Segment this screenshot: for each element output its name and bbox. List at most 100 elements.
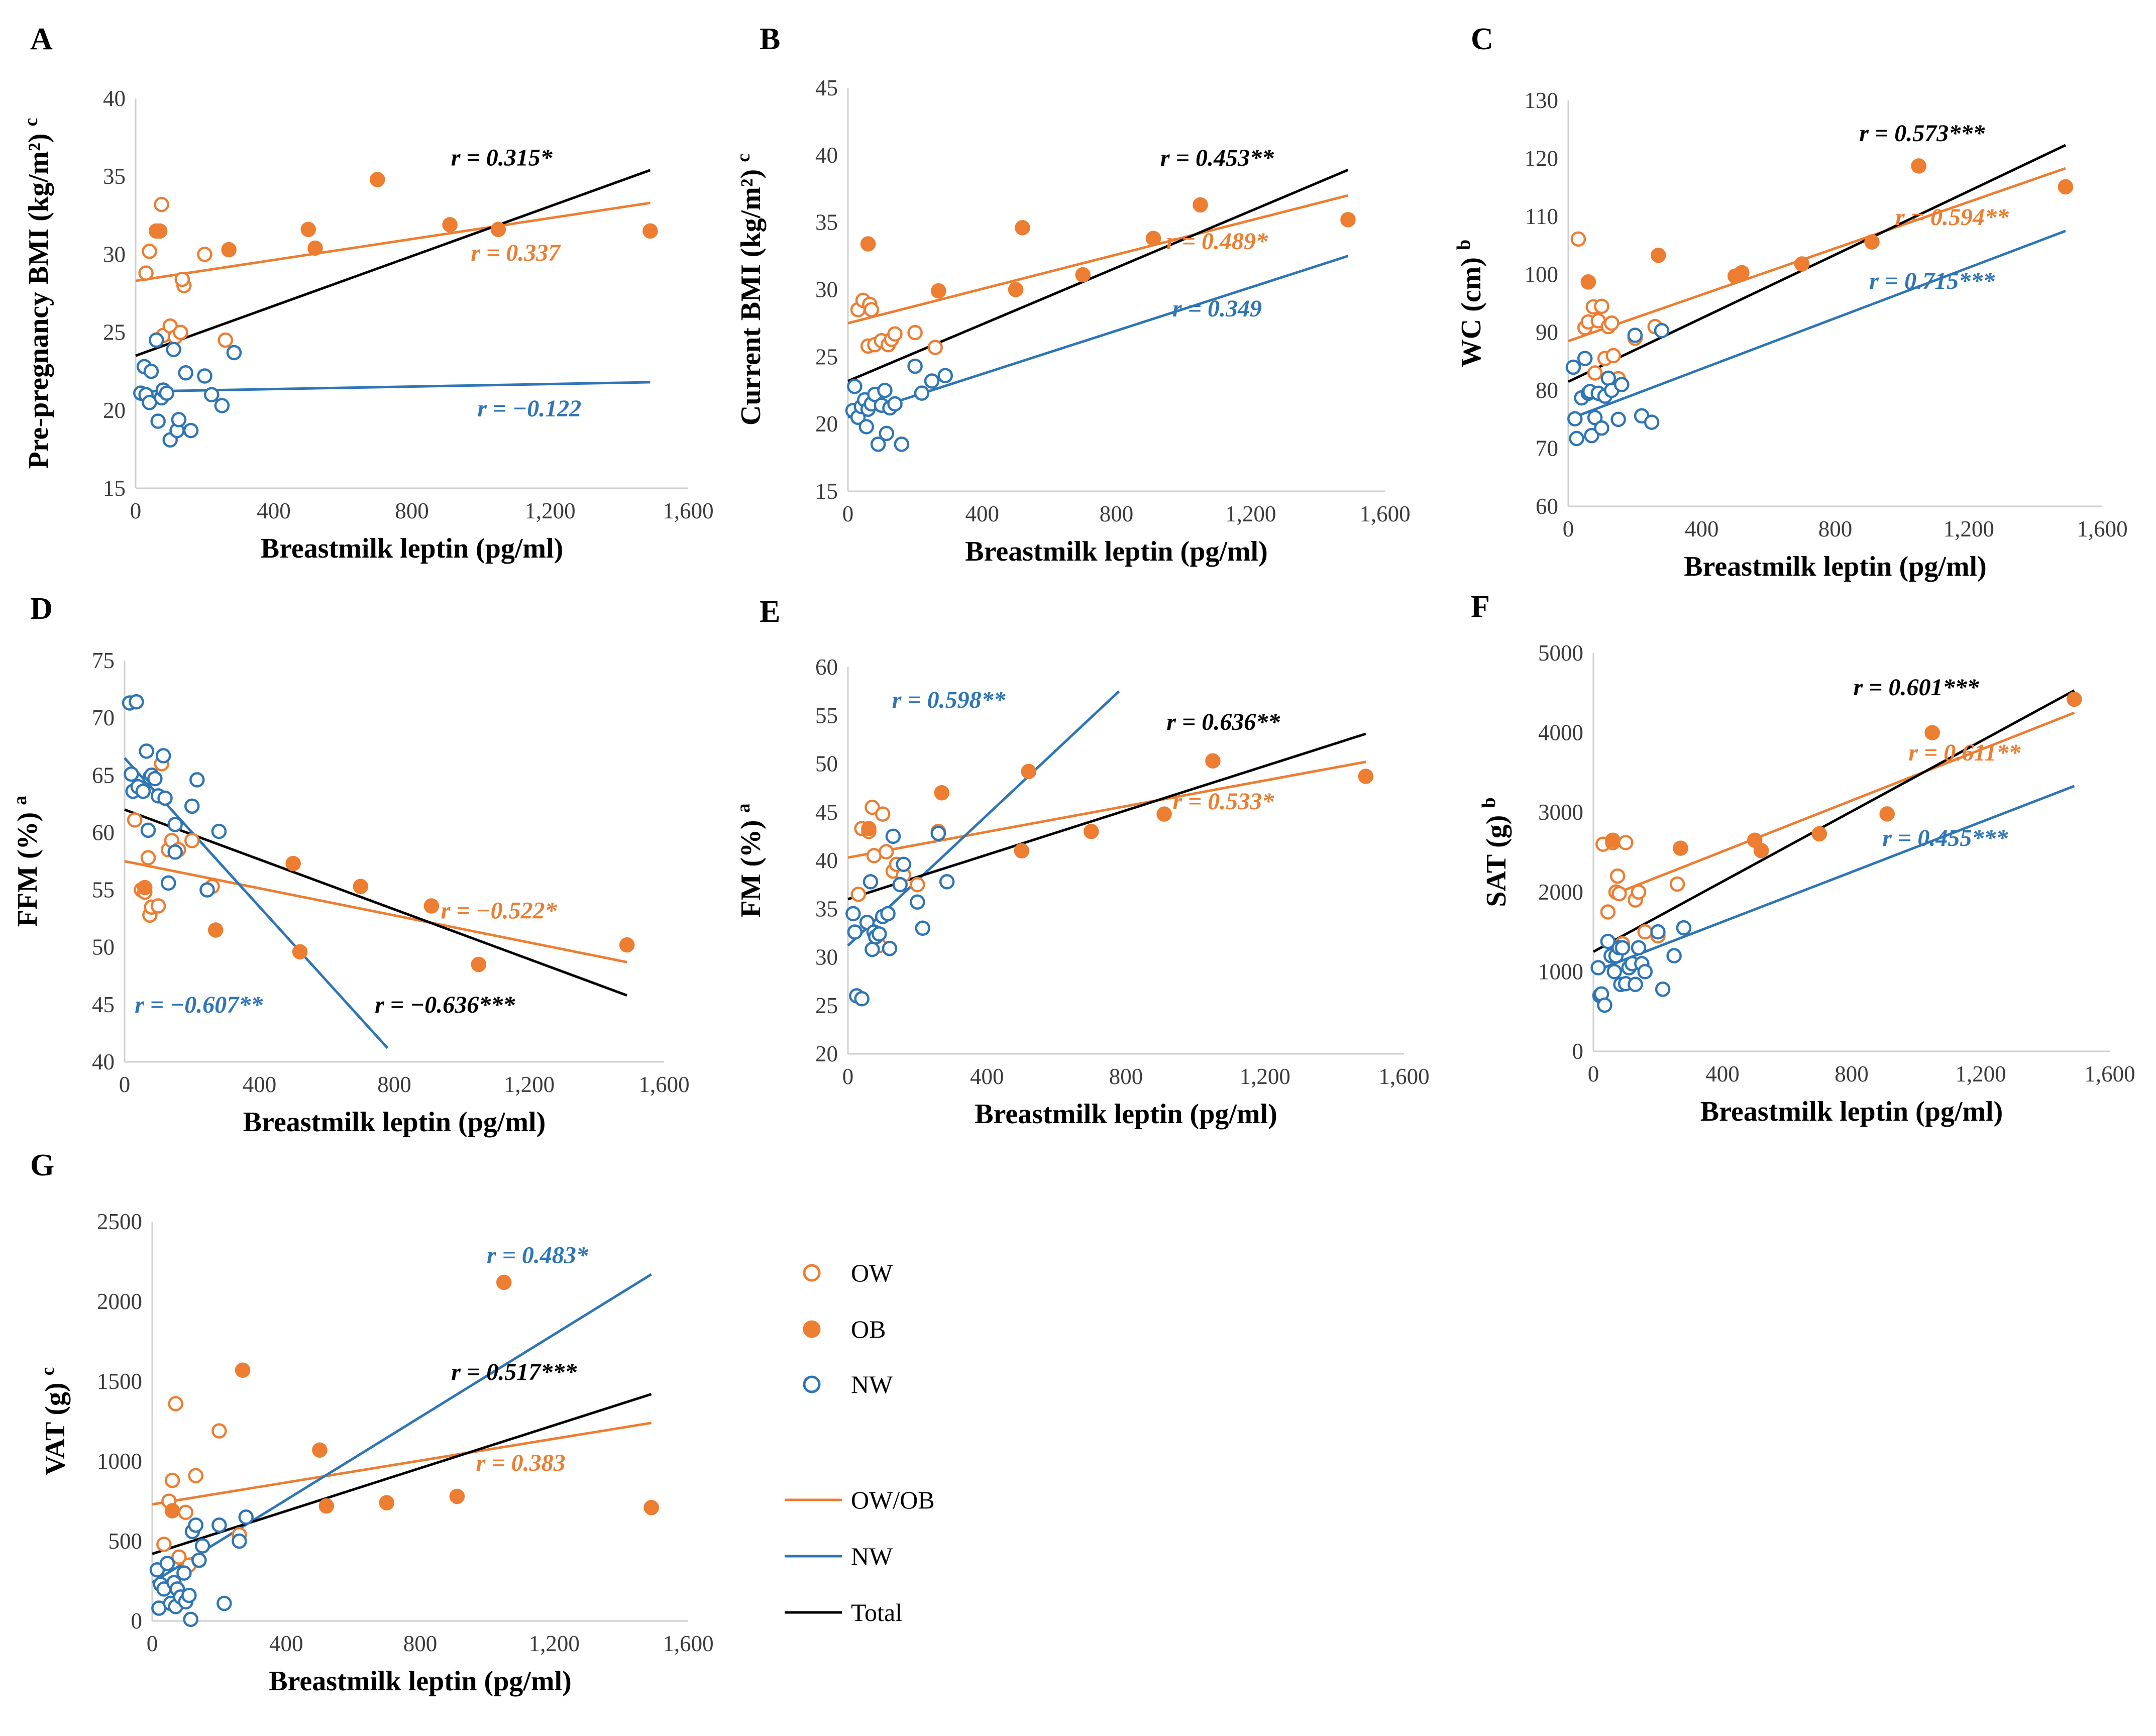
y-tick-label-c: 110: [1525, 204, 1558, 229]
point-ob-a: [152, 223, 168, 239]
x-tick-label-e: 0: [842, 1064, 854, 1089]
point-ow-b: [864, 302, 880, 317]
point-nw-d: [167, 844, 183, 860]
point-ow-a: [174, 271, 190, 287]
point-nw-g: [217, 1595, 232, 1611]
point-nw-b: [894, 437, 910, 452]
point-nw-e: [885, 828, 901, 844]
point-nw-e: [939, 874, 955, 890]
point-nw-e: [882, 940, 898, 956]
point-ow-b: [927, 340, 943, 355]
point-ob-b: [860, 236, 876, 252]
point-nw-e: [915, 920, 931, 936]
fit-line-ow-ob-e: [847, 761, 1366, 859]
point-nw-f: [1606, 964, 1623, 980]
fit-line-ow-ob-a: [135, 201, 651, 282]
x-tick-label-b: 800: [1100, 501, 1134, 526]
point-nw-d: [155, 748, 171, 764]
point-ob-e: [934, 785, 950, 801]
point-ow-g: [188, 1468, 203, 1483]
x-tick-label-e: 1,600: [1378, 1064, 1429, 1089]
fit-line-nw-c: [1568, 230, 2066, 421]
panel-label-g: G: [30, 1148, 54, 1182]
x-tick-label-a: 1,600: [663, 498, 713, 523]
r-label-nw-a: r = −0.122: [477, 395, 581, 422]
point-nw-g: [176, 1565, 192, 1581]
y-tick-label-e: 35: [815, 896, 838, 921]
point-ob-g: [449, 1488, 465, 1504]
r-label-total-d: r = −0.636***: [375, 992, 515, 1018]
point-ow-a: [142, 243, 157, 259]
point-nw-a: [226, 345, 242, 361]
y-tick-label-b: 30: [815, 277, 838, 302]
x-tick-label-e: 400: [970, 1064, 1004, 1089]
point-ow-d: [150, 898, 166, 914]
point-ob-g: [496, 1274, 512, 1290]
point-nw-a: [166, 342, 181, 357]
fit-line-total-e: [847, 732, 1366, 901]
point-nw-c: [1600, 370, 1616, 386]
y-tick-label-g: 2500: [97, 1209, 142, 1234]
point-nw-a: [214, 398, 230, 413]
x-tick-label-c: 400: [1685, 516, 1719, 541]
point-ob-f: [1605, 832, 1621, 848]
point-ow-f: [1609, 868, 1626, 884]
point-nw-e: [892, 877, 908, 893]
point-nw-e: [930, 825, 946, 841]
point-ob-e: [861, 821, 877, 836]
point-nw-d: [129, 694, 144, 710]
point-ob-a: [490, 222, 506, 237]
point-ow-g: [171, 1549, 187, 1565]
fit-line-ow-ob-f: [1609, 711, 2075, 898]
point-ob-b: [1008, 282, 1024, 297]
y-tick-label-g: 0: [131, 1608, 143, 1634]
y-tick-label-a: 15: [103, 476, 126, 501]
point-ob-c: [2058, 179, 2074, 195]
legend-label-ob: OB: [851, 1315, 886, 1343]
point-ow-c: [1604, 315, 1620, 331]
point-nw-c: [1587, 410, 1603, 425]
point-ow-g: [168, 1396, 183, 1412]
legend-label-nw-fit: NW: [851, 1542, 893, 1570]
point-nw-e: [845, 906, 861, 922]
x-tick-label-b: 400: [965, 501, 1000, 526]
point-nw-c: [1569, 430, 1584, 447]
point-nw-a: [171, 412, 187, 427]
panel-e: E 20 25 30 35 40 45 50 55 60 0 400 800 1,200 1,600 Brea…: [733, 595, 1430, 1130]
fit-line-nw-f: [1593, 785, 2075, 973]
y-tick-label-f: 5000: [1538, 640, 1583, 666]
point-ob-d: [137, 880, 153, 896]
point-ow-e: [865, 799, 880, 815]
panel-f: F 0 1000 2000 3000 4000 5000 0 400 800 1,200 1,600 B…: [1471, 590, 2135, 1127]
point-ob-b: [1340, 212, 1356, 228]
x-axis-title-g: Breastmilk leptin (pg/ml): [269, 1666, 572, 1697]
point-ob-b: [1015, 220, 1030, 236]
y-axis-title-b: Current BMI (kg/m²) c: [733, 154, 767, 425]
point-nw-b: [879, 425, 895, 442]
point-ob-c: [1734, 265, 1750, 281]
fit-line-ow-ob-g: [152, 1422, 652, 1506]
x-tick-label-d: 800: [377, 1072, 411, 1097]
point-ob-d: [619, 937, 635, 953]
point-nw-a: [143, 363, 159, 379]
r-label-total-b: r = 0.453**: [1160, 145, 1274, 171]
point-nw-f: [1597, 997, 1612, 1013]
point-ob-f: [1753, 843, 1769, 858]
point-ob-f: [1811, 826, 1827, 842]
y-tick-label-d: 40: [92, 1049, 115, 1074]
point-ow-d: [184, 833, 200, 848]
point-ob-d: [207, 922, 224, 938]
point-ob-g: [643, 1499, 659, 1515]
y-tick-label-e: 25: [815, 993, 838, 1018]
legend: OW OB NW OW/OB NW Total: [785, 1259, 935, 1626]
point-ob-c: [1864, 234, 1880, 250]
fit-line-total-f: [1592, 689, 2075, 953]
legend-marker-nw: [803, 1375, 821, 1393]
r-label-total-e: r = 0.636**: [1166, 709, 1280, 735]
point-ob-f: [1673, 840, 1688, 856]
point-ow-a: [197, 247, 212, 262]
fit-line-total-d: [124, 808, 628, 997]
point-nw-b: [924, 373, 940, 389]
point-ow-g: [211, 1423, 227, 1439]
point-ob-c: [1911, 158, 1926, 174]
